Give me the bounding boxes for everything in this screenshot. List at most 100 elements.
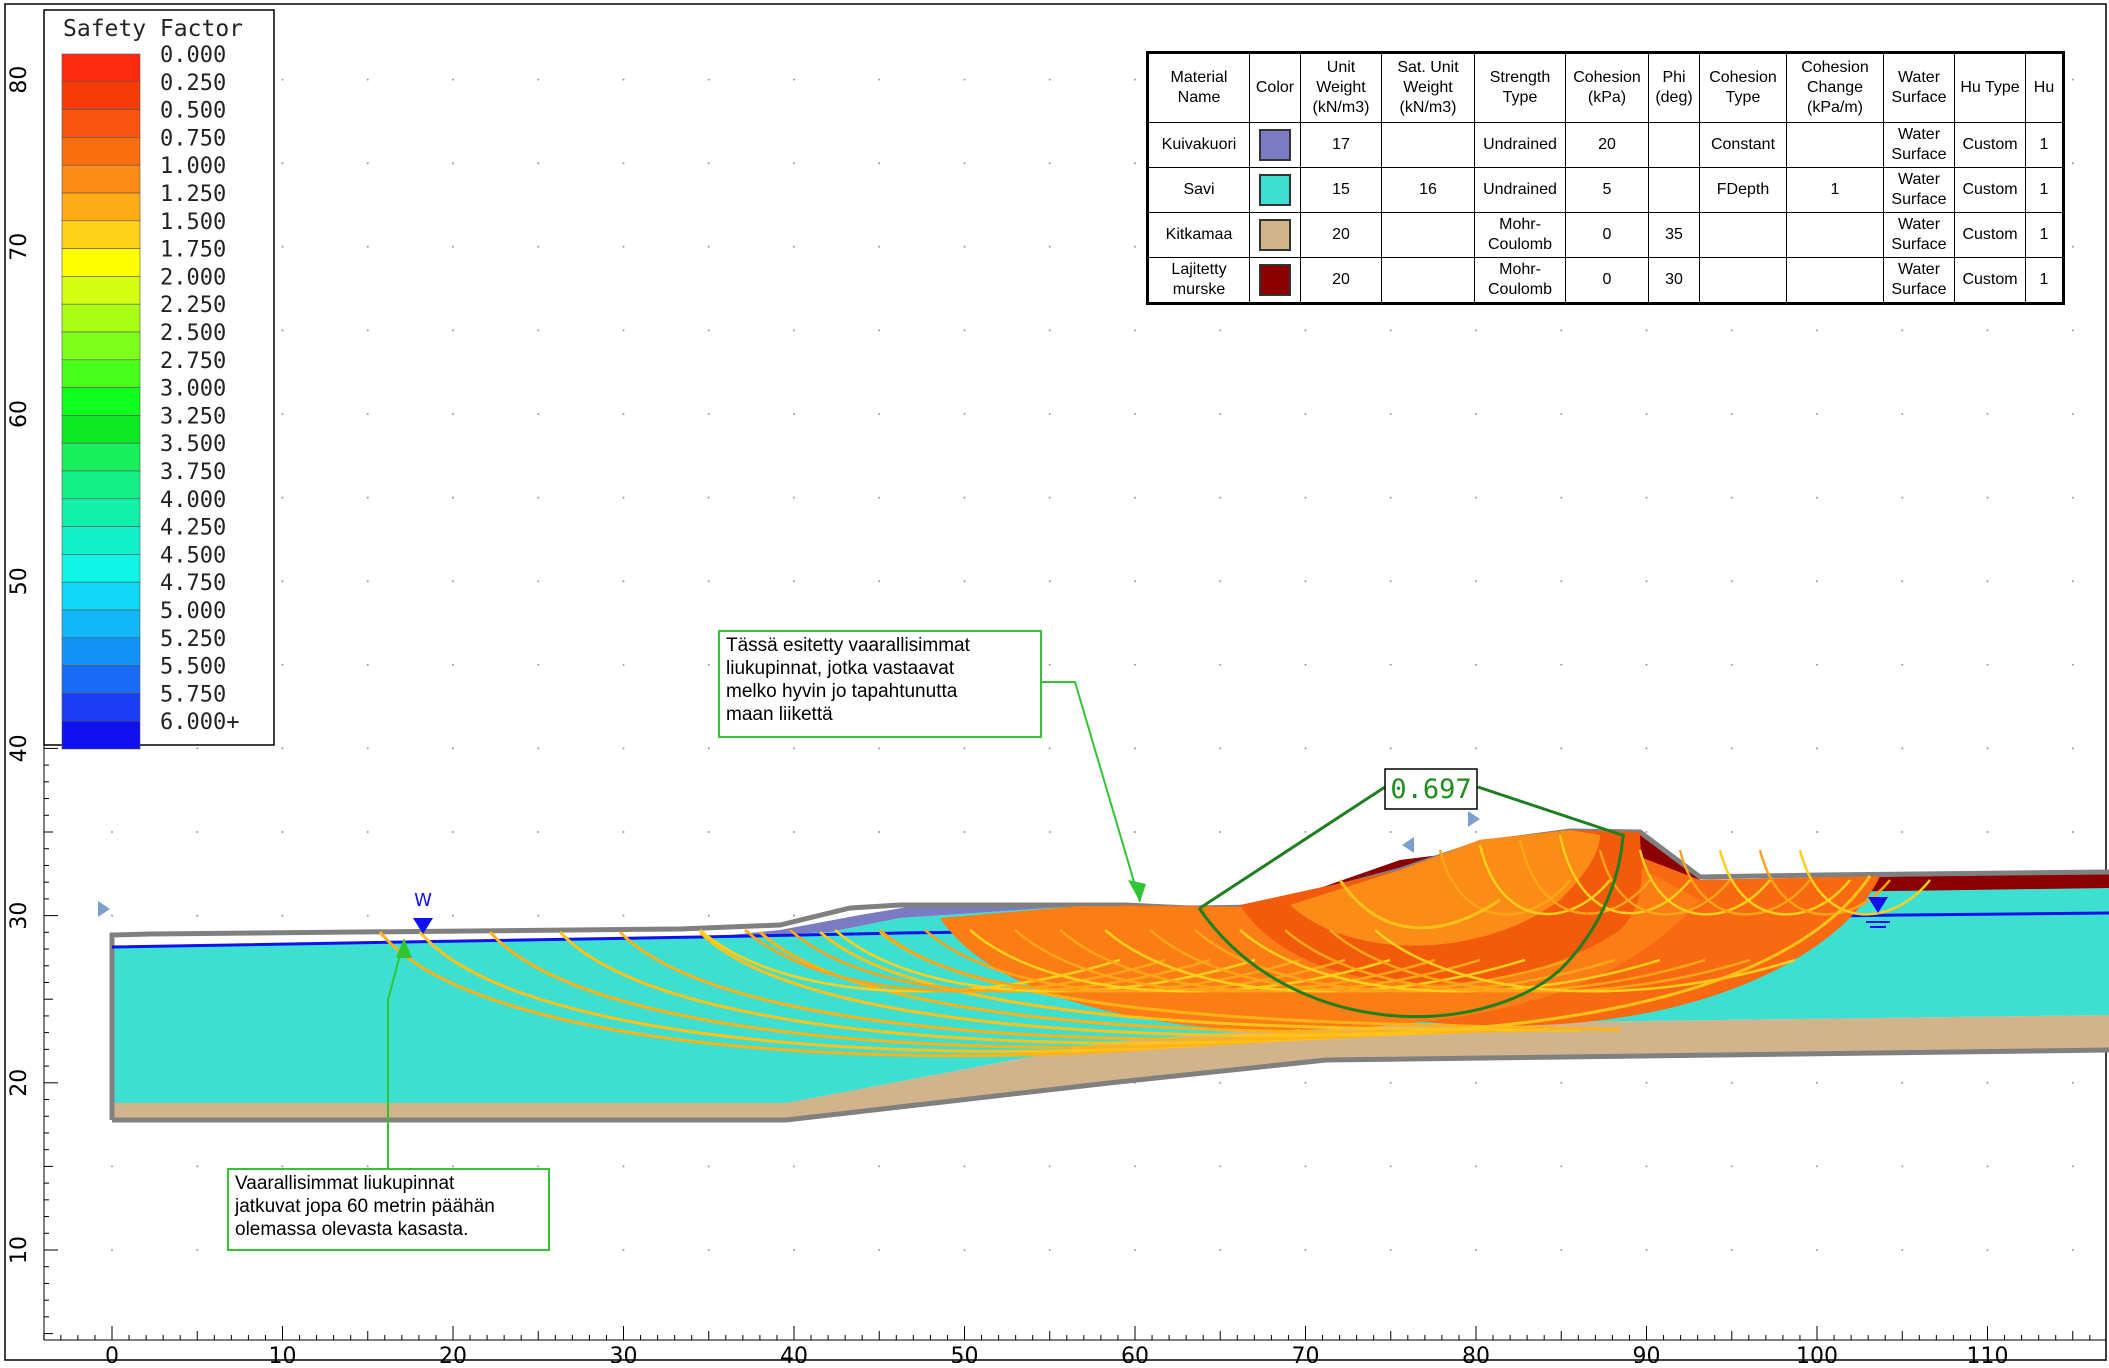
grid-dot bbox=[622, 329, 625, 332]
grid-dot bbox=[878, 413, 881, 415]
grid-dot bbox=[1901, 1165, 1904, 1168]
material-color-cell bbox=[1249, 257, 1301, 304]
grid-dot bbox=[1730, 747, 1733, 750]
legend-label: 1.500 bbox=[160, 210, 226, 235]
y-tick-label: 10 bbox=[7, 1236, 32, 1264]
grid-dot bbox=[793, 914, 795, 917]
grid-dot bbox=[1134, 413, 1136, 415]
grid-dot bbox=[1986, 1081, 1989, 1084]
grid-dot bbox=[111, 914, 113, 917]
legend-swatch bbox=[61, 720, 141, 750]
material-cell-water: Water Surface bbox=[1883, 212, 1955, 258]
grid-dot bbox=[1389, 1249, 1392, 1251]
grid-dot bbox=[622, 580, 625, 583]
material-cell-hu: 1 bbox=[2025, 257, 2064, 304]
grid-dot bbox=[622, 162, 625, 165]
x-tick-label: 110 bbox=[1967, 1344, 2009, 1363]
material-cell-coh-change bbox=[1786, 122, 1884, 168]
x-tick-label: 30 bbox=[610, 1344, 638, 1363]
grid-dot bbox=[452, 413, 454, 415]
legend-swatch bbox=[61, 137, 141, 166]
water-marker: W bbox=[413, 890, 433, 934]
grid-dot bbox=[878, 245, 881, 248]
slip-surface bbox=[699, 929, 1121, 993]
slip-surface bbox=[1518, 839, 1651, 915]
legend-label: 4.750 bbox=[160, 571, 226, 596]
grid-dot bbox=[1645, 1081, 1648, 1084]
grid-dot bbox=[1048, 162, 1051, 165]
grid-dot bbox=[1304, 496, 1307, 499]
grid-dot bbox=[963, 580, 966, 583]
material-cell-coh-change bbox=[1786, 257, 1884, 304]
material-cell-strength: Undrained bbox=[1474, 167, 1566, 213]
model-base bbox=[112, 1047, 2109, 1123]
grid-dot bbox=[1475, 1165, 1477, 1168]
material-cell-name: Kitkamaa bbox=[1147, 212, 1250, 258]
legend-swatch bbox=[61, 554, 141, 583]
x-tick-label: 10 bbox=[269, 1344, 297, 1363]
grid-dot bbox=[1389, 663, 1392, 666]
grid-dot bbox=[537, 329, 540, 332]
grid-dot bbox=[1048, 580, 1051, 583]
slip-surface bbox=[1478, 844, 1611, 916]
grid-dot bbox=[1475, 831, 1477, 833]
grid-dot bbox=[963, 245, 966, 248]
grid-dot bbox=[963, 162, 966, 165]
grid-dot bbox=[281, 747, 284, 750]
slip-surface bbox=[1678, 849, 1811, 916]
water-marker-label: W bbox=[414, 890, 432, 911]
grid-dot bbox=[878, 1165, 881, 1168]
legend-label: 4.000 bbox=[160, 488, 226, 513]
grid-dot bbox=[452, 245, 454, 248]
grid-dot bbox=[622, 663, 625, 666]
material-cell-sat-weight bbox=[1381, 212, 1475, 258]
col-hu: Hu bbox=[2025, 52, 2064, 123]
slip-surface bbox=[1338, 879, 1501, 930]
col-unit-weight: Unit Weight (kN/m3) bbox=[1300, 52, 1382, 123]
grid-dot bbox=[1134, 245, 1136, 248]
grid-dot bbox=[1560, 329, 1563, 332]
material-cell-name: Lajitetty murske bbox=[1147, 257, 1250, 304]
material-cell-hu: 1 bbox=[2025, 167, 2064, 213]
grid-dot bbox=[878, 162, 881, 165]
sand-under-clay bbox=[112, 1015, 2109, 1120]
grid-dot bbox=[1219, 413, 1222, 415]
legend-label: 3.750 bbox=[160, 460, 226, 485]
slip-surfaces bbox=[378, 830, 1931, 1058]
legend-swatch bbox=[61, 609, 141, 639]
legend-swatch bbox=[61, 637, 141, 666]
slip-surface bbox=[924, 929, 1346, 993]
grid-dot bbox=[1816, 663, 1818, 666]
material-cell-phi: 30 bbox=[1648, 257, 1700, 304]
x-tick-label: 60 bbox=[1121, 1344, 1149, 1363]
col-sat-unit-weight: Sat. Unit Weight (kN/m3) bbox=[1381, 52, 1475, 123]
grid-dot bbox=[1219, 1081, 1222, 1084]
legend-label: 1.750 bbox=[160, 238, 226, 263]
grid-dot bbox=[196, 747, 199, 750]
grid-dot bbox=[1048, 245, 1051, 248]
grid-dot bbox=[537, 78, 540, 81]
grid-dot bbox=[1475, 329, 1477, 332]
arrow-icon bbox=[1128, 880, 1146, 902]
grid-dot bbox=[2071, 1249, 2074, 1251]
grid-dot bbox=[707, 831, 710, 833]
grid-dot bbox=[111, 1249, 113, 1251]
material-cell-cohesion: 20 bbox=[1565, 122, 1649, 168]
slip-surface bbox=[1249, 875, 1872, 1037]
grid-dot bbox=[1048, 413, 1051, 415]
legend-label: 1.250 bbox=[160, 182, 226, 207]
grid-dot bbox=[707, 413, 710, 415]
grid-dot bbox=[1560, 580, 1563, 583]
grid-dot bbox=[2071, 663, 2074, 666]
slip-surface bbox=[969, 929, 1391, 993]
legend-swatch bbox=[61, 442, 141, 472]
grid-dot bbox=[452, 747, 454, 750]
legend-label: 2.000 bbox=[160, 265, 226, 290]
slip-surface bbox=[834, 929, 1256, 993]
critical-sf-callout: 0.697 bbox=[1199, 768, 1626, 910]
x-tick-label: 40 bbox=[780, 1344, 808, 1363]
x-tick-label: 100 bbox=[1796, 1344, 1838, 1363]
grid-dot bbox=[537, 831, 540, 833]
grid-dot bbox=[1560, 496, 1563, 499]
grid-dot bbox=[1560, 663, 1563, 666]
